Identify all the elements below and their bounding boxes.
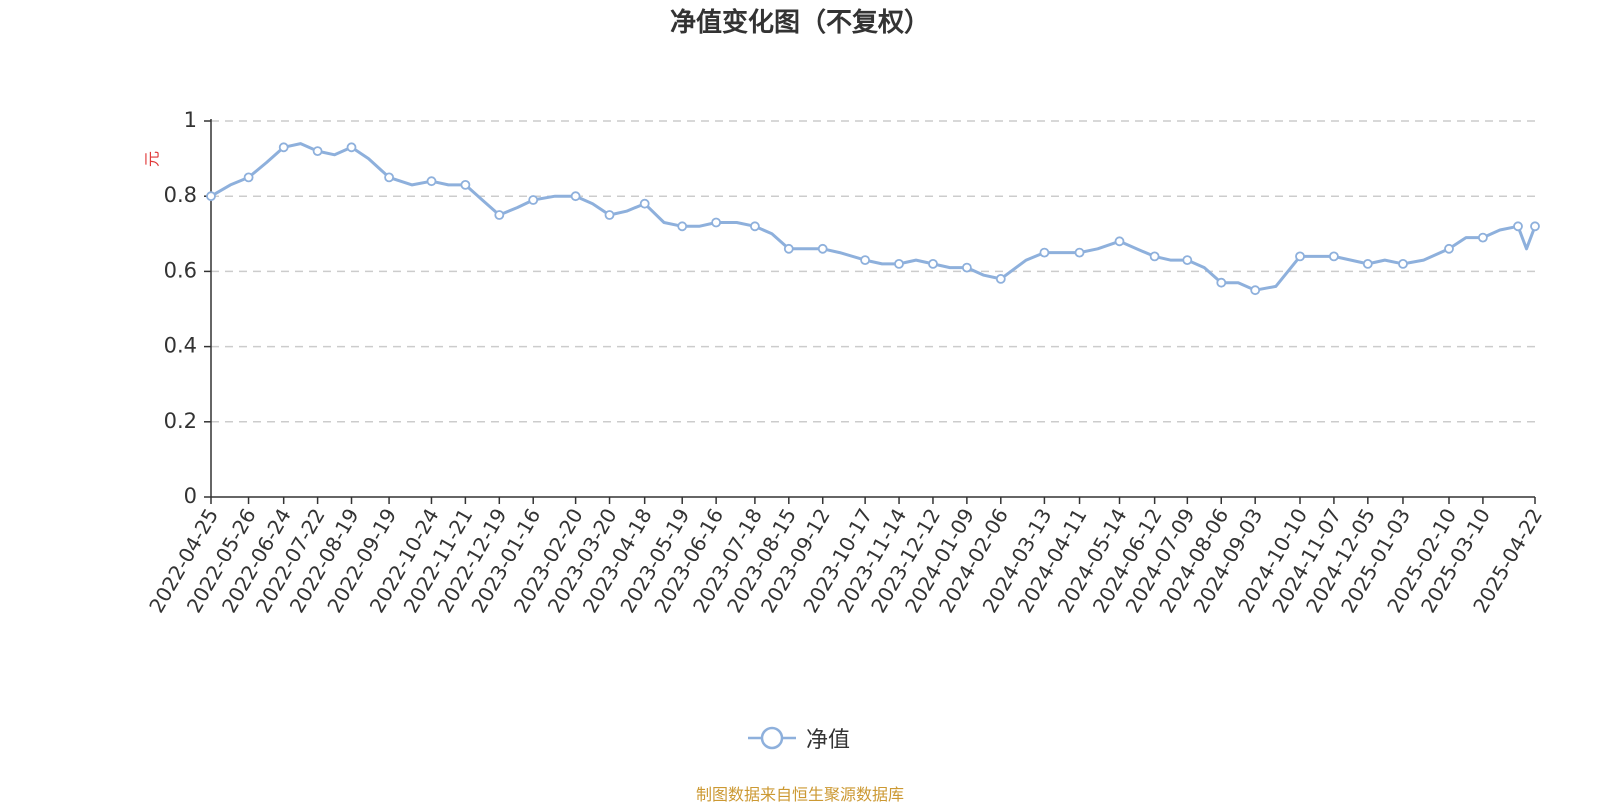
y-tick-label: 1 (184, 108, 197, 132)
legend-label: 净值 (806, 728, 851, 753)
data-point[interactable] (995, 273, 1006, 284)
data-point[interactable] (346, 142, 357, 153)
y-tick-label: 0.6 (164, 258, 197, 282)
data-point[interactable] (1114, 236, 1125, 247)
data-point[interactable] (1530, 221, 1540, 232)
chart-title: 净值变化图（不复权） (669, 8, 930, 38)
y-tick-label: 0.4 (164, 334, 197, 358)
data-point[interactable] (460, 179, 471, 190)
legend-line-marker-icon (748, 726, 796, 750)
data-point[interactable] (928, 258, 938, 269)
y-axis-unit-label: 元 (143, 151, 162, 167)
data-point[interactable] (278, 142, 289, 153)
data-point[interactable] (711, 217, 721, 228)
data-point[interactable] (894, 258, 904, 269)
data-point[interactable] (384, 172, 395, 183)
data-point[interactable] (962, 262, 972, 273)
data-point[interactable] (1513, 221, 1523, 232)
source-note: 制图数据来自恒生聚源数据库 (695, 785, 904, 804)
data-point[interactable] (1039, 247, 1050, 258)
legend[interactable]: 净值 (748, 723, 850, 753)
data-point[interactable] (783, 243, 794, 254)
data-point[interactable] (817, 243, 828, 254)
grid-layer (211, 120, 1535, 423)
series-layer (206, 142, 1540, 296)
data-point[interactable] (312, 146, 323, 157)
data-point[interactable] (494, 210, 505, 220)
series-line (210, 142, 1537, 292)
axis-layer: 00.20.40.60.812022-04-252022-05-262022-0… (144, 108, 1547, 617)
data-point[interactable] (243, 172, 254, 183)
data-point[interactable] (1398, 258, 1408, 269)
data-point[interactable] (1295, 251, 1305, 262)
y-tick-label: 0.2 (164, 409, 197, 433)
data-point[interactable] (604, 210, 615, 220)
data-point[interactable] (1182, 255, 1193, 266)
data-point[interactable] (1149, 251, 1160, 262)
data-point[interactable] (426, 176, 437, 187)
data-point[interactable] (528, 195, 539, 205)
data-point[interactable] (1329, 251, 1339, 262)
data-point[interactable] (639, 198, 650, 209)
data-point[interactable] (1250, 285, 1261, 296)
data-point[interactable] (750, 221, 760, 232)
data-point[interactable] (1074, 247, 1085, 258)
data-point[interactable] (677, 221, 688, 232)
data-point[interactable] (1444, 243, 1454, 254)
y-tick-label: 0.8 (164, 183, 197, 207)
data-point[interactable] (570, 191, 581, 202)
data-point[interactable] (1216, 277, 1227, 288)
data-point[interactable] (1478, 232, 1488, 243)
y-tick-label: 0 (184, 484, 197, 508)
data-point[interactable] (1362, 258, 1373, 269)
data-point[interactable] (206, 191, 216, 202)
data-point[interactable] (860, 255, 870, 266)
